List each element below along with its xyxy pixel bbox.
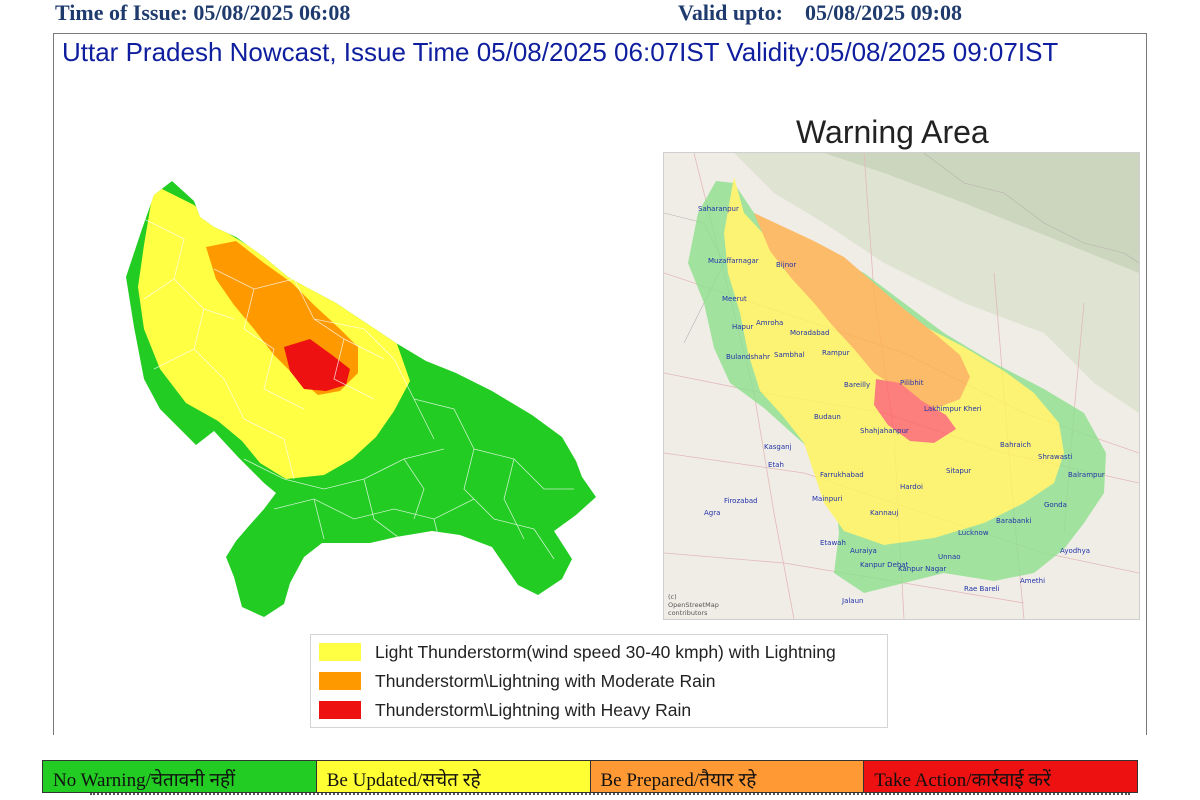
- legend-label: Light Thunderstorm(wind speed 30-40 kmph…: [375, 641, 836, 662]
- city-label: Auraiya: [850, 547, 877, 555]
- time-of-issue: Time of Issue: 05/08/2025 06:08: [55, 0, 351, 25]
- city-label: Meerut: [722, 295, 747, 303]
- city-label: Lakhimpur Kheri: [924, 405, 982, 413]
- map-legend: Light Thunderstorm(wind speed 30-40 kmph…: [310, 634, 888, 728]
- city-label: Jalaun: [841, 597, 863, 605]
- city-label: Bareilly: [844, 381, 870, 389]
- legend-swatch-red: [319, 701, 361, 719]
- nowcast-frame: Uttar Pradesh Nowcast, Issue Time 05/08/…: [53, 33, 1147, 735]
- city-label: Muzaffarnagar: [708, 257, 759, 265]
- city-label: Kannauj: [870, 509, 898, 517]
- city-label: Farrukhabad: [820, 471, 864, 479]
- valid-upto-label: Valid upto:: [678, 0, 783, 25]
- city-label: Unnao: [938, 553, 961, 561]
- scale-take-action: Take Action/कार्रवाई करें: [864, 761, 1137, 792]
- map-attribution-c: (c): [668, 593, 677, 601]
- city-label: Sitapur: [946, 467, 971, 475]
- city-label: Moradabad: [790, 329, 829, 337]
- warning-area-title: Warning Area: [796, 114, 989, 150]
- red-warning-zone: [284, 339, 350, 391]
- city-label: Mainpuri: [812, 495, 842, 503]
- city-label: Barabanki: [996, 517, 1031, 525]
- legend-swatch-orange: [319, 672, 361, 690]
- warning-color-scale: No Warning/चेतावनी नहीं Be Updated/सचेत …: [42, 760, 1138, 793]
- city-label: Etah: [768, 461, 784, 469]
- city-label: Sambhal: [774, 351, 805, 359]
- valid-upto: Valid upto: 05/08/2025 09:08: [678, 0, 962, 26]
- city-label: Kasganj: [764, 443, 792, 451]
- nowcast-title: Uttar Pradesh Nowcast, Issue Time 05/08/…: [62, 37, 1059, 67]
- cropped-footer-text: [90, 793, 1130, 800]
- legend-swatch-yellow: [319, 643, 361, 661]
- scale-be-updated: Be Updated/सचेत रहे: [316, 761, 591, 792]
- valid-upto-value: 05/08/2025 09:08: [804, 0, 963, 25]
- city-label: Agra: [704, 509, 720, 517]
- district-boundaries: [143, 218, 574, 560]
- city-label: Saharanpur: [698, 205, 739, 213]
- scale-be-prepared: Be Prepared/तैयार रहे: [590, 761, 865, 792]
- city-label: Pilibhit: [900, 379, 924, 387]
- city-label: Shahjahanpur: [860, 427, 909, 435]
- legend-label: Thunderstorm\Lightning with Moderate Rai…: [375, 670, 716, 691]
- city-label: Amethi: [1020, 577, 1045, 585]
- city-label: Shrawasti: [1038, 453, 1072, 461]
- city-label: Hapur: [732, 323, 753, 331]
- warning-overlay: [688, 177, 1106, 593]
- city-label: Bulandshahr: [726, 353, 770, 361]
- city-label: Etawah: [820, 539, 846, 547]
- legend-item-moderate-rain: Thunderstorm\Lightning with Moderate Rai…: [319, 670, 715, 692]
- legend-item-light-thunderstorm: Light Thunderstorm(wind speed 30-40 kmph…: [319, 641, 836, 663]
- city-label: Amroha: [756, 319, 783, 327]
- map-attribution-osm: OpenStreetMap: [668, 601, 719, 609]
- city-label: Kanpur Nagar: [898, 565, 946, 573]
- warning-area-map: Saharanpur Muzaffarnagar Bijnor Meerut H…: [663, 152, 1140, 620]
- scale-no-warning: No Warning/चेतावनी नहीं: [43, 761, 317, 792]
- legend-label: Thunderstorm\Lightning with Heavy Rain: [375, 699, 692, 720]
- city-label: Hardoi: [900, 483, 923, 491]
- city-label: Bijnor: [776, 261, 796, 269]
- city-label: Bahraich: [1000, 441, 1031, 449]
- city-label: Lucknow: [958, 529, 989, 537]
- city-label: Firozabad: [724, 497, 758, 505]
- city-label: Gonda: [1044, 501, 1067, 509]
- city-label: Kanpur Dehat: [860, 561, 909, 569]
- city-label: Rampur: [822, 349, 850, 357]
- city-labels: Saharanpur Muzaffarnagar Bijnor Meerut H…: [698, 205, 1105, 605]
- city-label: Balrampur: [1068, 471, 1105, 479]
- city-label: Ayodhya: [1060, 547, 1090, 555]
- city-label: Rae Bareli: [964, 585, 1000, 593]
- city-label: Budaun: [814, 413, 841, 421]
- map-attribution-contributors: contributors: [668, 609, 708, 617]
- legend-item-heavy-rain: Thunderstorm\Lightning with Heavy Rain: [319, 699, 691, 721]
- up-warning-map: [126, 181, 596, 617]
